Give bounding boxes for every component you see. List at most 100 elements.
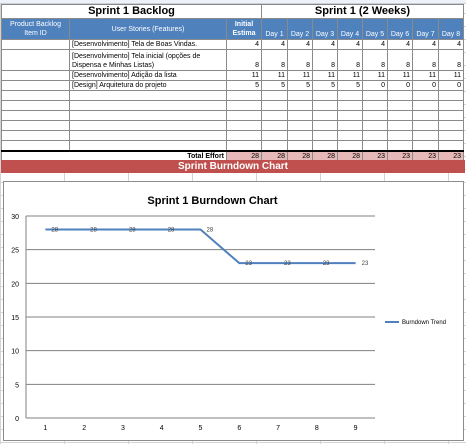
col-day[interactable]: Day 3 bbox=[312, 18, 338, 40]
cell-story[interactable]: [Desenvolvimento] Tela inicial (opções d… bbox=[69, 49, 227, 71]
empty-cell[interactable] bbox=[362, 140, 388, 151]
empty-cell[interactable] bbox=[337, 140, 363, 151]
empty-cell[interactable] bbox=[287, 130, 313, 141]
col-initial-estimate[interactable]: Initial Estima bbox=[226, 18, 262, 40]
empty-cell[interactable] bbox=[412, 120, 439, 131]
empty-cell[interactable] bbox=[438, 110, 464, 121]
cell-day-value[interactable]: 4 bbox=[438, 39, 464, 50]
cell-day-value[interactable]: 0 bbox=[387, 80, 413, 91]
empty-cell[interactable] bbox=[337, 90, 363, 101]
empty-cell[interactable] bbox=[261, 140, 288, 151]
empty-cell[interactable] bbox=[387, 100, 413, 111]
sprint-burndown-banner[interactable]: Sprint Burndown Chart bbox=[1, 160, 465, 173]
empty-cell[interactable] bbox=[69, 110, 227, 121]
cell-day-value[interactable]: 4 bbox=[412, 39, 439, 50]
cell-day-value[interactable]: 4 bbox=[312, 39, 338, 50]
empty-cell[interactable] bbox=[362, 120, 388, 131]
empty-cell[interactable] bbox=[412, 90, 439, 101]
empty-cell[interactable] bbox=[312, 110, 338, 121]
col-day[interactable]: Day 8 bbox=[438, 18, 464, 40]
empty-cell[interactable] bbox=[261, 130, 288, 141]
empty-cell[interactable] bbox=[287, 100, 313, 111]
empty-cell[interactable] bbox=[362, 90, 388, 101]
cell-day-value[interactable]: 11 bbox=[412, 70, 439, 81]
empty-cell[interactable] bbox=[226, 110, 262, 121]
sprint-weeks-title[interactable]: Sprint 1 (2 Weeks) bbox=[261, 4, 464, 19]
empty-cell[interactable] bbox=[226, 120, 262, 131]
cell-day-value[interactable]: 4 bbox=[387, 39, 413, 50]
cell-day-value[interactable]: 8 bbox=[312, 49, 338, 71]
empty-cell[interactable] bbox=[1, 120, 70, 131]
cell-day-value[interactable]: 8 bbox=[438, 49, 464, 71]
empty-cell[interactable] bbox=[337, 130, 363, 141]
cell-initial[interactable]: 8 bbox=[226, 49, 262, 71]
cell-day-value[interactable]: 11 bbox=[261, 70, 288, 81]
col-day[interactable]: Day 6 bbox=[387, 18, 413, 40]
cell-day-value[interactable]: 5 bbox=[261, 80, 288, 91]
empty-cell[interactable] bbox=[226, 130, 262, 141]
cell-day-value[interactable]: 4 bbox=[287, 39, 313, 50]
empty-cell[interactable] bbox=[312, 140, 338, 151]
cell-day-value[interactable]: 8 bbox=[362, 49, 388, 71]
col-day[interactable]: Day 2 bbox=[287, 18, 313, 40]
cell-initial[interactable]: 5 bbox=[226, 80, 262, 91]
empty-cell[interactable] bbox=[261, 100, 288, 111]
empty-cell[interactable] bbox=[287, 120, 313, 131]
cell-day-value[interactable]: 0 bbox=[362, 80, 388, 91]
empty-cell[interactable] bbox=[312, 130, 338, 141]
empty-cell[interactable] bbox=[1, 130, 70, 141]
col-day[interactable]: Day 1 bbox=[261, 18, 288, 40]
col-day[interactable]: Day 7 bbox=[412, 18, 439, 40]
empty-cell[interactable] bbox=[387, 130, 413, 141]
empty-cell[interactable] bbox=[1, 110, 70, 121]
cell-day-value[interactable]: 4 bbox=[362, 39, 388, 50]
cell-story[interactable]: [Desenvolvimento] Tela de Boas Vindas. bbox=[69, 39, 227, 50]
empty-cell[interactable] bbox=[387, 120, 413, 131]
col-user-stories[interactable]: User Stories (Features) bbox=[69, 18, 227, 40]
empty-cell[interactable] bbox=[1, 140, 70, 151]
empty-cell[interactable] bbox=[287, 90, 313, 101]
empty-cell[interactable] bbox=[261, 110, 288, 121]
empty-cell[interactable] bbox=[226, 90, 262, 101]
empty-cell[interactable] bbox=[412, 100, 439, 111]
empty-cell[interactable] bbox=[312, 100, 338, 111]
cell-day-value[interactable]: 4 bbox=[261, 39, 288, 50]
col-product-backlog-id[interactable]: Product Backlog Item ID bbox=[1, 18, 70, 40]
cell-day-value[interactable]: 11 bbox=[438, 70, 464, 81]
empty-cell[interactable] bbox=[362, 110, 388, 121]
empty-cell[interactable] bbox=[438, 120, 464, 131]
empty-cell[interactable] bbox=[69, 120, 227, 131]
cell-day-value[interactable]: 5 bbox=[312, 80, 338, 91]
empty-cell[interactable] bbox=[362, 130, 388, 141]
empty-cell[interactable] bbox=[337, 100, 363, 111]
cell-initial[interactable]: 11 bbox=[226, 70, 262, 81]
cell-day-value[interactable]: 8 bbox=[261, 49, 288, 71]
cell-day-value[interactable]: 5 bbox=[287, 80, 313, 91]
empty-cell[interactable] bbox=[312, 90, 338, 101]
empty-cell[interactable] bbox=[387, 90, 413, 101]
cell-day-value[interactable]: 8 bbox=[287, 49, 313, 71]
cell-day-value[interactable]: 11 bbox=[362, 70, 388, 81]
cell-product-id[interactable] bbox=[1, 70, 70, 81]
cell-day-value[interactable]: 5 bbox=[337, 80, 363, 91]
cell-day-value[interactable]: 8 bbox=[337, 49, 363, 71]
cell-day-value[interactable]: 11 bbox=[287, 70, 313, 81]
cell-story[interactable]: [Design] Arquitetura do projeto bbox=[69, 80, 227, 91]
empty-cell[interactable] bbox=[412, 130, 439, 141]
empty-cell[interactable] bbox=[412, 140, 439, 151]
empty-cell[interactable] bbox=[337, 110, 363, 121]
cell-day-value[interactable]: 0 bbox=[412, 80, 439, 91]
empty-cell[interactable] bbox=[287, 140, 313, 151]
empty-cell[interactable] bbox=[387, 110, 413, 121]
empty-cell[interactable] bbox=[412, 110, 439, 121]
cell-day-value[interactable]: 0 bbox=[438, 80, 464, 91]
empty-cell[interactable] bbox=[69, 130, 227, 141]
empty-cell[interactable] bbox=[287, 110, 313, 121]
cell-day-value[interactable]: 11 bbox=[387, 70, 413, 81]
cell-product-id[interactable] bbox=[1, 39, 70, 50]
sprint-backlog-title[interactable]: Sprint 1 Backlog bbox=[1, 4, 262, 19]
col-day[interactable]: Day 4 bbox=[337, 18, 363, 40]
empty-cell[interactable] bbox=[387, 140, 413, 151]
empty-cell[interactable] bbox=[261, 90, 288, 101]
